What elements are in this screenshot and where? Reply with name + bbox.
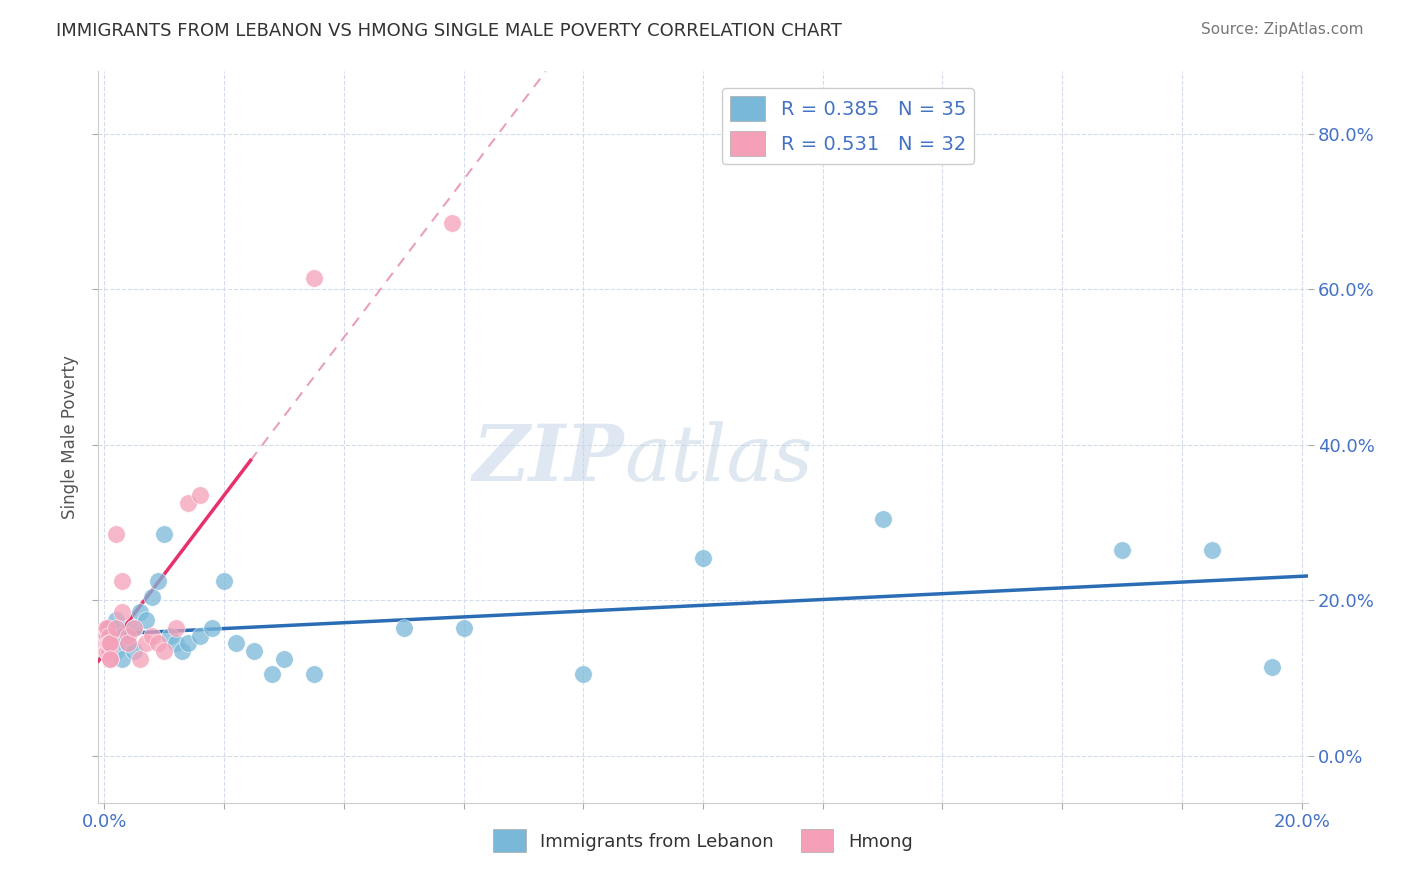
Point: [153, 527, 176, 541]
Point: [124, 621, 146, 635]
Point: [872, 512, 894, 526]
Point: [97, 644, 120, 658]
Text: Source: ZipAtlas.com: Source: ZipAtlas.com: [1201, 22, 1364, 37]
Point: [1260, 659, 1282, 673]
Point: [117, 636, 139, 650]
Point: [97, 628, 120, 642]
Point: [135, 613, 157, 627]
Point: [129, 652, 152, 666]
Point: [201, 621, 224, 635]
Point: [188, 628, 211, 642]
Point: [96, 621, 118, 635]
Point: [100, 636, 122, 650]
Point: [111, 574, 134, 588]
Point: [302, 667, 325, 681]
Point: [159, 628, 181, 642]
Point: [94, 636, 117, 650]
Point: [1201, 542, 1223, 557]
Point: [100, 636, 122, 650]
Point: [273, 652, 295, 666]
Point: [96, 621, 118, 635]
Point: [117, 636, 139, 650]
Point: [124, 644, 146, 658]
Point: [212, 574, 235, 588]
Text: atlas: atlas: [624, 421, 813, 497]
Point: [165, 621, 187, 635]
Point: [100, 652, 122, 666]
Point: [177, 496, 200, 510]
Point: [153, 644, 176, 658]
Point: [148, 636, 170, 650]
Point: [111, 605, 134, 619]
Text: IMMIGRANTS FROM LEBANON VS HMONG SINGLE MALE POVERTY CORRELATION CHART: IMMIGRANTS FROM LEBANON VS HMONG SINGLE …: [56, 22, 842, 40]
Point: [225, 636, 247, 650]
Point: [692, 550, 714, 565]
Y-axis label: Single Male Poverty: Single Male Poverty: [60, 355, 79, 519]
Point: [117, 628, 139, 642]
Point: [96, 644, 118, 658]
Point: [172, 644, 194, 658]
Point: [243, 644, 266, 658]
Point: [96, 644, 118, 658]
Point: [105, 613, 128, 627]
Point: [188, 488, 211, 502]
Point: [453, 621, 475, 635]
Point: [105, 527, 128, 541]
Point: [177, 636, 200, 650]
Point: [111, 628, 134, 642]
Point: [96, 628, 118, 642]
Point: [97, 636, 120, 650]
Point: [440, 216, 463, 230]
Point: [141, 628, 163, 642]
Point: [124, 621, 146, 635]
Point: [98, 636, 121, 650]
Point: [1111, 542, 1133, 557]
Point: [392, 621, 415, 635]
Point: [100, 621, 122, 635]
Point: [148, 574, 170, 588]
Legend: Immigrants from Lebanon, Hmong: Immigrants from Lebanon, Hmong: [486, 822, 920, 860]
Point: [94, 628, 117, 642]
Point: [96, 628, 118, 642]
Point: [141, 590, 163, 604]
Point: [572, 667, 595, 681]
Point: [302, 270, 325, 285]
Point: [165, 636, 187, 650]
Point: [135, 636, 157, 650]
Point: [260, 667, 283, 681]
Text: ZIP: ZIP: [472, 421, 624, 497]
Point: [129, 605, 152, 619]
Point: [96, 636, 118, 650]
Point: [105, 644, 128, 658]
Point: [111, 652, 134, 666]
Point: [105, 621, 128, 635]
Point: [98, 652, 121, 666]
